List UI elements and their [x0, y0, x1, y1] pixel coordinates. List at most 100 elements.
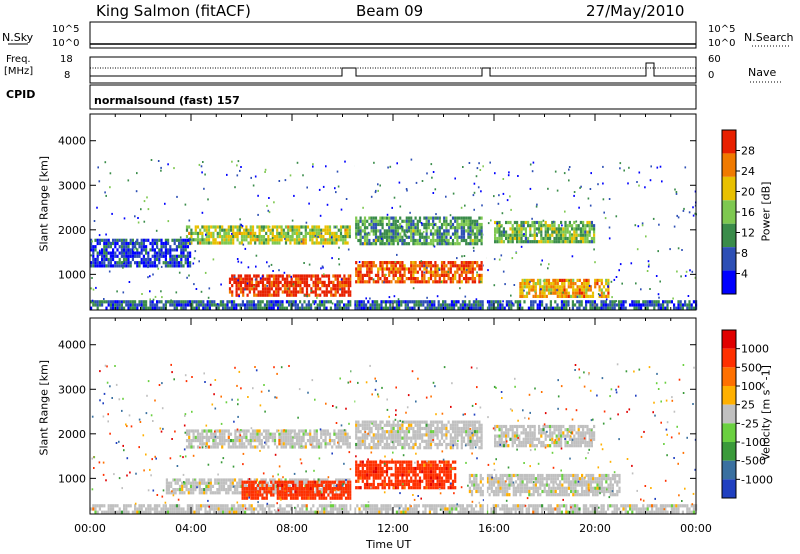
echo-cell [523, 278, 526, 282]
echo-cell [309, 432, 312, 436]
echo-cell [416, 226, 419, 230]
echo-cell [399, 482, 402, 487]
echo-cell [107, 257, 110, 262]
echo-cell [145, 261, 148, 265]
echo-cell [412, 436, 415, 440]
echo-cell [335, 435, 338, 439]
echo-cell [339, 429, 343, 433]
echo-cell [412, 433, 415, 437]
echo-point [133, 248, 135, 251]
echo-cell [412, 267, 415, 271]
echo-cell [511, 224, 514, 228]
echo-point [635, 282, 637, 285]
echo-cell [127, 261, 130, 265]
echo-cell [340, 306, 343, 310]
echo-cell [269, 484, 272, 488]
echo-cell [403, 267, 406, 271]
echo-cell [138, 254, 141, 258]
echo-cell [309, 496, 312, 500]
echo-cell [516, 434, 519, 438]
echo-cell [253, 478, 256, 482]
echo-cell [522, 224, 525, 228]
echo-cell [194, 439, 197, 443]
echo-cell [336, 303, 339, 307]
echo-cell [545, 288, 548, 292]
echo-cell [337, 235, 340, 239]
echo-cell [456, 264, 459, 268]
echo-cell [107, 245, 110, 249]
echo-cell [468, 306, 471, 310]
echo-cell [167, 251, 170, 255]
echo-cell [305, 487, 308, 491]
echo-cell [305, 483, 308, 487]
echo-cell [631, 300, 634, 304]
echo-cell [291, 225, 294, 229]
echo-cell [276, 225, 279, 229]
echo-cell [153, 306, 156, 310]
echo-cell [346, 241, 349, 245]
echo-cell [494, 233, 497, 237]
echo-cell [173, 248, 176, 252]
echo-cell [294, 490, 297, 494]
echo-cell [407, 446, 411, 450]
echo-cell [410, 229, 413, 233]
echo-cell [462, 264, 466, 268]
echo-cell [438, 219, 441, 223]
echo-cell [379, 426, 382, 431]
echo-cell [596, 306, 599, 310]
echo-cell [305, 490, 308, 494]
echo-cell [325, 287, 328, 291]
echo-cell [583, 288, 586, 292]
echo-cell [473, 439, 477, 443]
echo-cell [407, 460, 411, 464]
echo-cell [400, 303, 403, 307]
echo-cell [529, 224, 532, 228]
echo-cell [571, 224, 574, 228]
echo-cell [396, 229, 400, 233]
echo-cell [195, 306, 198, 310]
echo-cell [379, 261, 382, 265]
echo-cell [118, 264, 121, 268]
echo-cell [513, 233, 516, 237]
echo-cell [363, 476, 367, 480]
echo-point [475, 175, 478, 178]
echo-cell [337, 435, 340, 439]
echo-cell [101, 238, 104, 242]
echo-cell [348, 445, 351, 449]
echo-cell [196, 235, 200, 239]
echo-cell [355, 442, 358, 447]
echo-cell [169, 303, 172, 307]
echo-cell [266, 274, 269, 278]
echo-cell [342, 225, 345, 229]
echo-cell [243, 490, 246, 494]
echo-cell [439, 303, 442, 307]
echo-cell [666, 306, 669, 310]
echo-point [675, 192, 678, 195]
echo-cell [566, 224, 569, 228]
echo-cell [318, 306, 321, 310]
echo-cell [565, 303, 568, 307]
echo-cell [273, 432, 277, 436]
echo-cell [298, 493, 301, 497]
echo-cell [467, 439, 470, 443]
echo-cell [523, 300, 526, 304]
echo-cell [331, 480, 334, 484]
echo-cell [214, 439, 217, 443]
echo-cell [311, 225, 314, 229]
echo-cell [162, 254, 165, 258]
echo-cell [167, 488, 171, 492]
echo-point [290, 275, 292, 278]
echo-cell [403, 219, 406, 223]
echo-cell [171, 303, 174, 307]
echo-cell [399, 439, 402, 443]
echo-cell [421, 242, 424, 246]
echo-cell [458, 426, 461, 431]
echo-cell [173, 241, 176, 246]
echo-cell [434, 280, 437, 284]
echo-cell [469, 222, 472, 227]
echo-cell [306, 225, 310, 229]
echo-cell [547, 285, 551, 289]
echo-cell [337, 429, 340, 433]
echo-cell [381, 446, 384, 450]
echo-cell [361, 470, 364, 474]
